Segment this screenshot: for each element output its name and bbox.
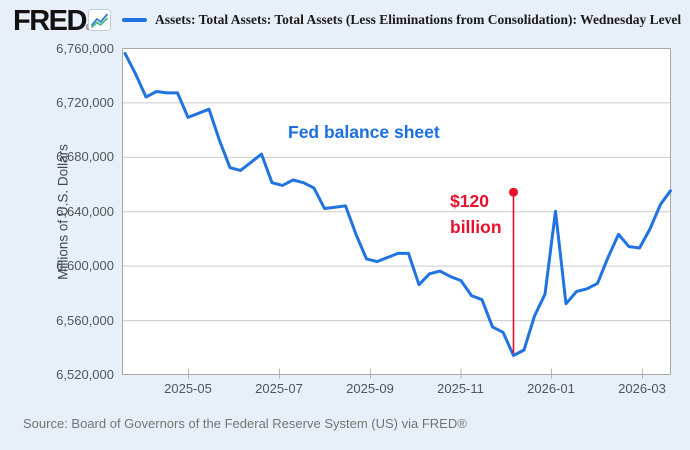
plot-border [122,48,671,375]
y-tick-label: 6,560,000 [56,312,114,328]
y-tick-label: 6,680,000 [56,149,114,165]
x-tick-label: 2025-09 [346,381,394,396]
annotation-fed-balance-sheet: Fed balance sheet [288,122,440,142]
fred-logo-text: FRED [13,5,87,37]
series-legend: Assets: Total Assets: Total Assets (Less… [122,10,690,30]
source-attribution: Source: Board of Governors of the Federa… [23,416,467,431]
y-tick-label: 6,760,000 [56,40,114,56]
series-color-swatch [122,18,147,22]
series-legend-label: Assets: Total Assets: Total Assets (Less… [155,12,682,27]
annotation-120-billion: $120 billion [450,188,502,240]
drop-dot [509,187,518,197]
y-tick-label: 6,720,000 [56,94,114,110]
annotation-120-billion-line1: $120 [450,191,489,211]
data-line [123,51,672,357]
annotation-120-billion-line2: billion [450,217,502,237]
x-tick-label: 2025-05 [164,381,212,396]
line-chart-icon [88,9,111,31]
x-tick-label: 2026-03 [618,381,666,396]
y-tick-label: 6,600,000 [56,258,114,274]
x-tick-label: 2025-07 [255,381,303,396]
y-tick-label: 6,520,000 [56,367,114,382]
y-tick-label: 6,640,000 [56,203,114,219]
x-tick-label: 2026-01 [527,381,575,396]
x-tick-label: 2025-11 [437,381,484,396]
